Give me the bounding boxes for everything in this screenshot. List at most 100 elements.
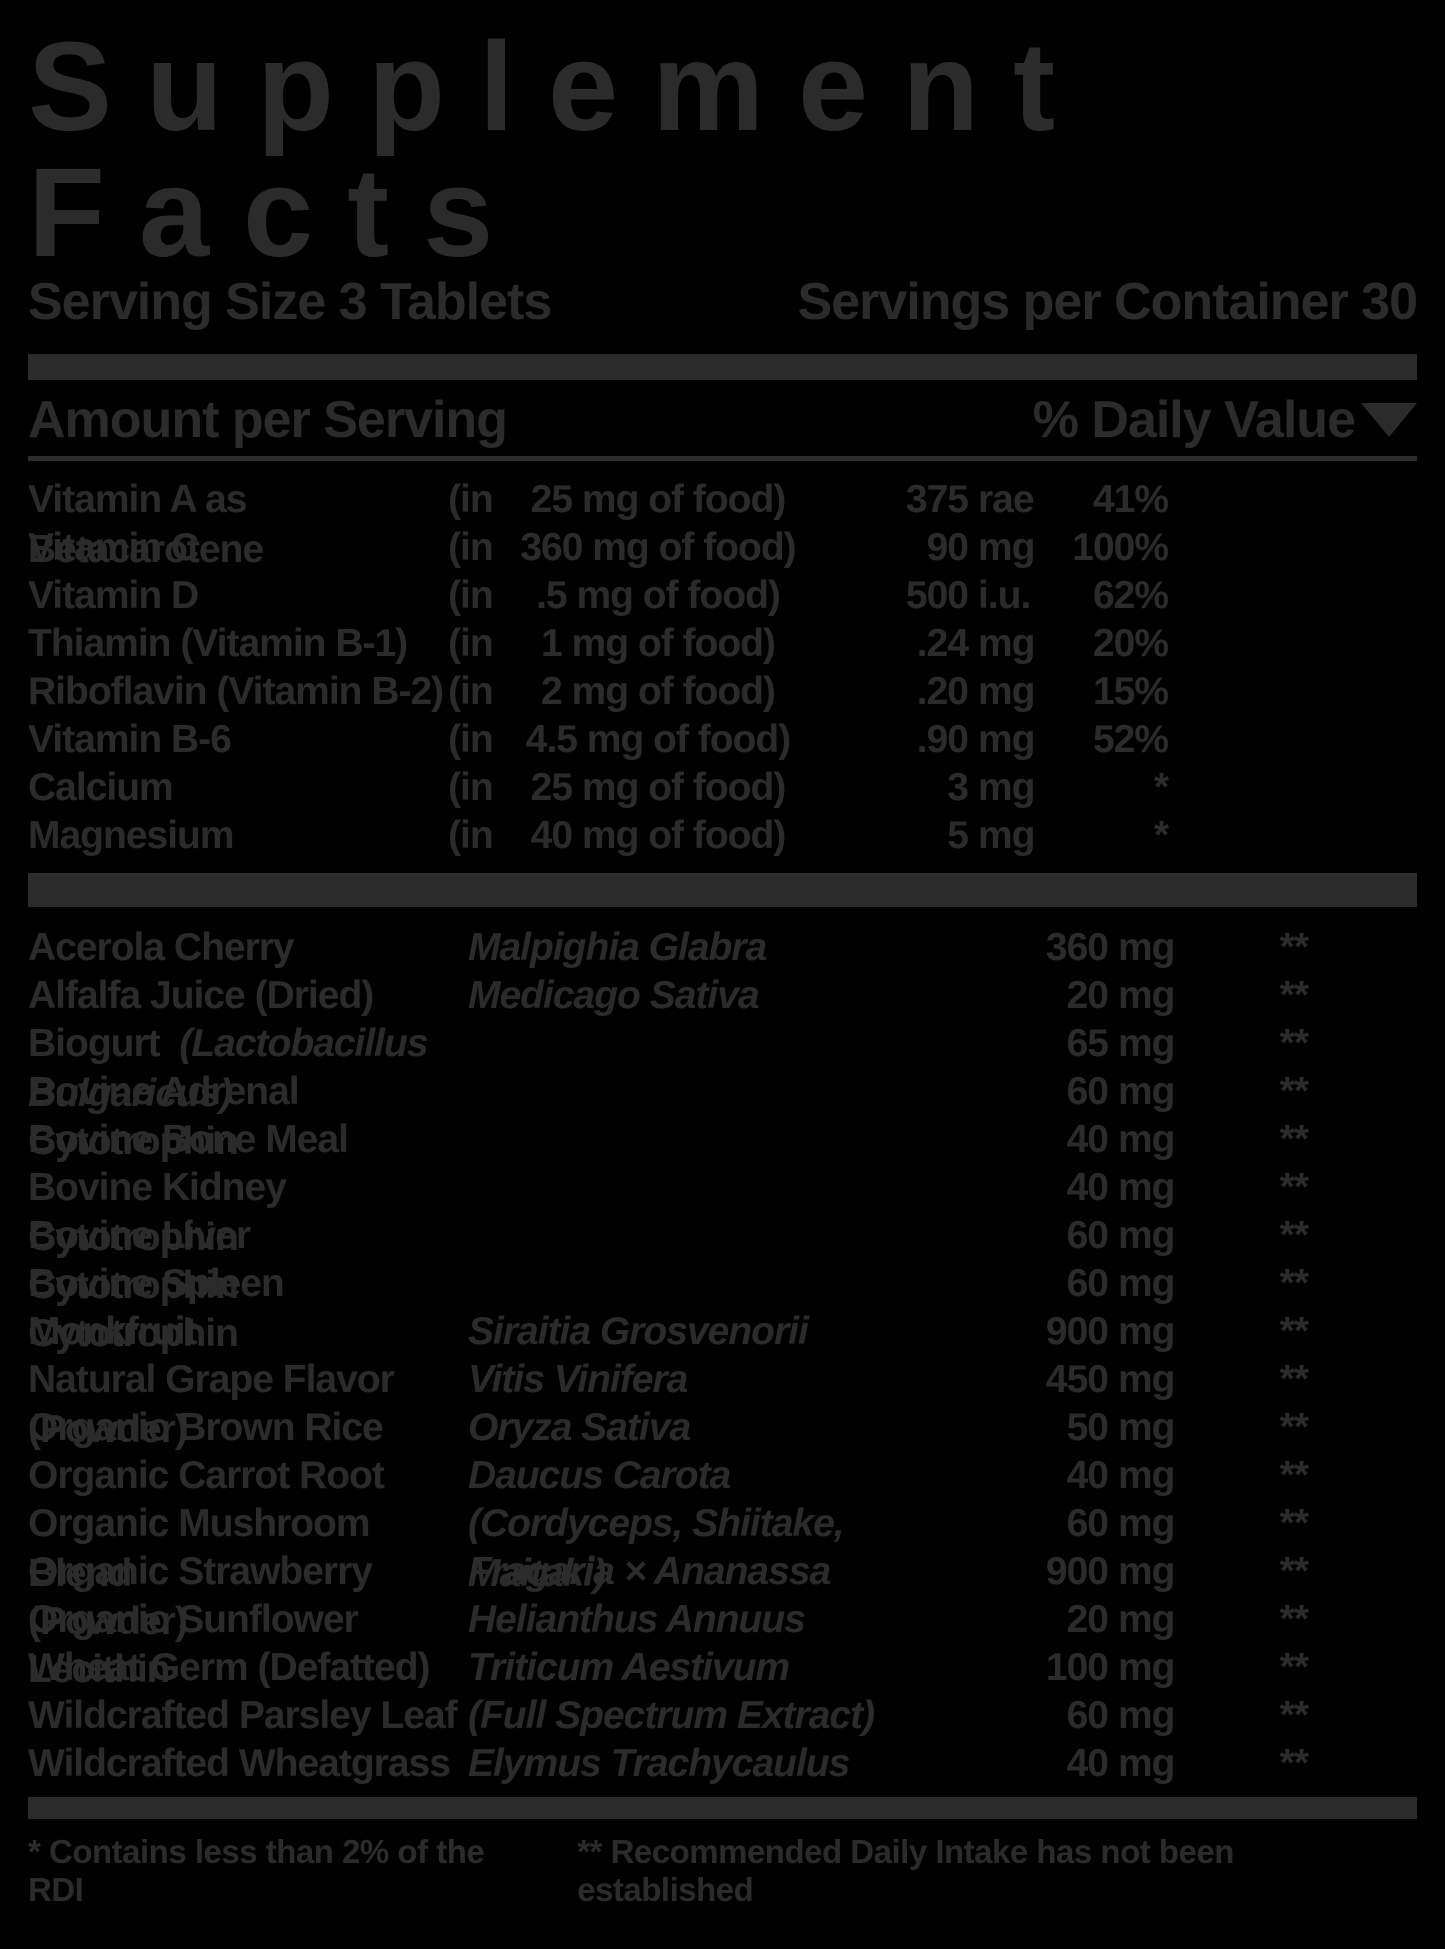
ingredient-amount: 100 — [968, 1643, 1108, 1693]
nutrient-food-amount: 25 mg of food) — [508, 475, 808, 525]
nutrient-daily-value: 41% — [1048, 475, 1168, 525]
ingredient-unit: mg — [1108, 1547, 1188, 1597]
nutrient-in-label: (in — [448, 811, 508, 861]
ingredient-row: Organic Mushroom Blend(Cordyceps, Shiita… — [28, 1499, 1417, 1547]
nutrient-name: Vitamin C — [28, 523, 448, 573]
serving-line: Serving Size 3 Tablets Servings per Cont… — [28, 272, 1417, 332]
ingredient-daily-value: ** — [1188, 923, 1308, 973]
nutrient-in-label: (in — [448, 571, 508, 621]
nutrient-food-amount: 2 mg of food) — [508, 667, 808, 717]
vitamin-row: Vitamin D(in.5 mg of food)500i.u.62% — [28, 571, 1417, 619]
vitamin-row: Calcium(in25 mg of food)3mg* — [28, 763, 1417, 811]
footnote-a: * Contains less than 2% of the RDI — [28, 1833, 547, 1909]
vitamin-row: Vitamin B-6(in4.5 mg of food).90mg52% — [28, 715, 1417, 763]
nutrient-in-label: (in — [448, 667, 508, 717]
ingredient-row: Acerola CherryMalpighia Glabra360mg** — [28, 923, 1417, 971]
ingredient-unit: mg — [1108, 1691, 1188, 1741]
ingredient-amount: 40 — [968, 1451, 1108, 1501]
ingredient-unit: mg — [1108, 971, 1188, 1021]
ingredient-unit: mg — [1108, 923, 1188, 973]
ingredient-scientific-name: Vitis Vinifera — [468, 1355, 968, 1405]
ingredient-row: Biogurt (Lactobacillus Bulgaricus)65mg** — [28, 1019, 1417, 1067]
nutrient-name: Magnesium — [28, 811, 448, 861]
nutrient-amount: .24 — [808, 619, 968, 669]
daily-value-label: % Daily Value — [1033, 390, 1355, 450]
nutrient-amount: 5 — [808, 811, 968, 861]
daily-value-header[interactable]: % Daily Value — [1033, 390, 1417, 450]
ingredient-amount: 50 — [968, 1403, 1108, 1453]
nutrient-amount: 500 — [808, 571, 968, 621]
ingredient-daily-value: ** — [1188, 1259, 1308, 1309]
amount-per-serving-label: Amount per Serving — [28, 390, 507, 450]
ingredient-amount: 40 — [968, 1163, 1108, 1213]
nutrient-daily-value: 100% — [1048, 523, 1168, 573]
vitamin-table: Vitamin A as Betacarotene(in25 mg of foo… — [28, 475, 1417, 859]
ingredient-daily-value: ** — [1188, 1115, 1308, 1165]
ingredient-scientific-name: Malpighia Glabra — [468, 923, 968, 973]
ingredient-amount: 60 — [968, 1259, 1108, 1309]
nutrient-in-label: (in — [448, 715, 508, 765]
footnotes: * Contains less than 2% of the RDI ** Re… — [28, 1833, 1417, 1909]
nutrient-name: Vitamin D — [28, 571, 448, 621]
ingredient-amount: 60 — [968, 1211, 1108, 1261]
ingredient-amount: 20 — [968, 971, 1108, 1021]
ingredient-scientific-name: Fragaria × Ananassa — [468, 1547, 968, 1597]
ingredient-name: Wheat Germ (Defatted) — [28, 1643, 468, 1693]
nutrient-food-amount: 25 mg of food) — [508, 763, 808, 813]
footnote-b: ** Recommended Daily Intake has not been… — [577, 1833, 1417, 1909]
ingredient-daily-value: ** — [1188, 1403, 1308, 1453]
nutrient-in-label: (in — [448, 763, 508, 813]
ingredient-row: Wildcrafted WheatgrassElymus Trachycaulu… — [28, 1739, 1417, 1787]
ingredient-unit: mg — [1108, 1211, 1188, 1261]
nutrient-unit: mg — [968, 715, 1048, 765]
rule-med-bottom — [28, 1797, 1417, 1819]
ingredient-unit: mg — [1108, 1259, 1188, 1309]
ingredient-daily-value: ** — [1188, 1355, 1308, 1405]
nutrient-name: Riboflavin (Vitamin B-2) — [28, 667, 448, 717]
rule-thick-top — [28, 354, 1417, 380]
ingredient-daily-value: ** — [1188, 1691, 1308, 1741]
ingredient-daily-value: ** — [1188, 971, 1308, 1021]
ingredient-unit: mg — [1108, 1739, 1188, 1789]
ingredient-name: Alfalfa Juice (Dried) — [28, 971, 468, 1021]
nutrient-name: Calcium — [28, 763, 448, 813]
ingredient-name: Organic Brown Rice — [28, 1403, 468, 1453]
ingredient-name: Acerola Cherry — [28, 923, 468, 973]
nutrient-unit: mg — [968, 811, 1048, 861]
nutrient-in-label: (in — [448, 475, 508, 525]
nutrient-unit: rae — [968, 475, 1048, 525]
ingredient-name: Monkfruit — [28, 1307, 468, 1357]
ingredient-row: Bovine Adrenal Cytotrophin60mg** — [28, 1067, 1417, 1115]
ingredient-table: Acerola CherryMalpighia Glabra360mg**Alf… — [28, 923, 1417, 1787]
ingredient-amount: 900 — [968, 1547, 1108, 1597]
ingredient-row: Wildcrafted Parsley Leaf(Full Spectrum E… — [28, 1691, 1417, 1739]
nutrient-amount: .90 — [808, 715, 968, 765]
ingredient-amount: 360 — [968, 923, 1108, 973]
ingredient-amount: 450 — [968, 1355, 1108, 1405]
servings-per-container: Servings per Container 30 — [798, 272, 1417, 332]
ingredient-amount: 40 — [968, 1115, 1108, 1165]
ingredient-scientific-name: Daucus Carota — [468, 1451, 968, 1501]
nutrient-name: Vitamin B-6 — [28, 715, 448, 765]
ingredient-unit: mg — [1108, 1019, 1188, 1069]
ingredient-row: Bovine Bone Meal40mg** — [28, 1115, 1417, 1163]
ingredient-daily-value: ** — [1188, 1499, 1308, 1549]
ingredient-scientific-name: Helianthus Annuus — [468, 1595, 968, 1645]
nutrient-name: Thiamin (Vitamin B-1) — [28, 619, 448, 669]
ingredient-daily-value: ** — [1188, 1739, 1308, 1789]
nutrient-daily-value: 52% — [1048, 715, 1168, 765]
ingredient-unit: mg — [1108, 1403, 1188, 1453]
nutrient-food-amount: 4.5 mg of food) — [508, 715, 808, 765]
vitamin-row: Thiamin (Vitamin B-1)(in1 mg of food).24… — [28, 619, 1417, 667]
nutrient-food-amount: .5 mg of food) — [508, 571, 808, 621]
nutrient-unit: mg — [968, 523, 1048, 573]
nutrient-food-amount: 1 mg of food) — [508, 619, 808, 669]
ingredient-unit: mg — [1108, 1067, 1188, 1117]
nutrient-amount: .20 — [808, 667, 968, 717]
ingredient-amount: 60 — [968, 1691, 1108, 1741]
vitamin-row: Riboflavin (Vitamin B-2)(in2 mg of food)… — [28, 667, 1417, 715]
column-header-row: Amount per Serving % Daily Value — [28, 390, 1417, 450]
ingredient-row: Organic Strawberry (Powder)Fragaria × An… — [28, 1547, 1417, 1595]
ingredient-daily-value: ** — [1188, 1067, 1308, 1117]
ingredient-amount: 900 — [968, 1307, 1108, 1357]
